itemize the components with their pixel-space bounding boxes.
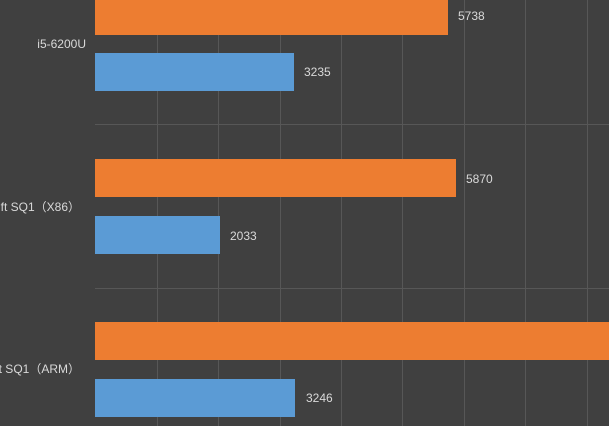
data-label: 3235 — [304, 65, 331, 79]
category-label: i5-6200U — [37, 37, 86, 51]
bar-blue-sq1-arm — [95, 379, 295, 417]
category-label: t SQ1（ARM） — [0, 362, 80, 376]
bar-orange-i5-6200u — [95, 0, 448, 35]
data-label: 3246 — [306, 391, 333, 405]
bar-orange-sq1-arm — [95, 322, 609, 360]
data-label: 5870 — [466, 172, 493, 186]
gridline-1000 — [157, 0, 158, 426]
gridline-3000 — [280, 0, 281, 426]
category-separator — [95, 288, 609, 289]
data-label: 2033 — [230, 229, 257, 243]
gridline-6000 — [464, 0, 465, 426]
category-separator — [95, 124, 609, 125]
data-label: 5738 — [458, 9, 485, 23]
gridline-4000 — [341, 0, 342, 426]
gridline-8000 — [587, 0, 588, 426]
gridline-7000 — [525, 0, 526, 426]
gridline-2000 — [218, 0, 219, 426]
bar-blue-i5-6200u — [95, 53, 294, 91]
gridline-5000 — [402, 0, 403, 426]
bar-orange-sq1-x86 — [95, 159, 456, 197]
bar-blue-sq1-x86 — [95, 216, 220, 254]
category-label: ft SQ1（X86） — [0, 200, 80, 214]
